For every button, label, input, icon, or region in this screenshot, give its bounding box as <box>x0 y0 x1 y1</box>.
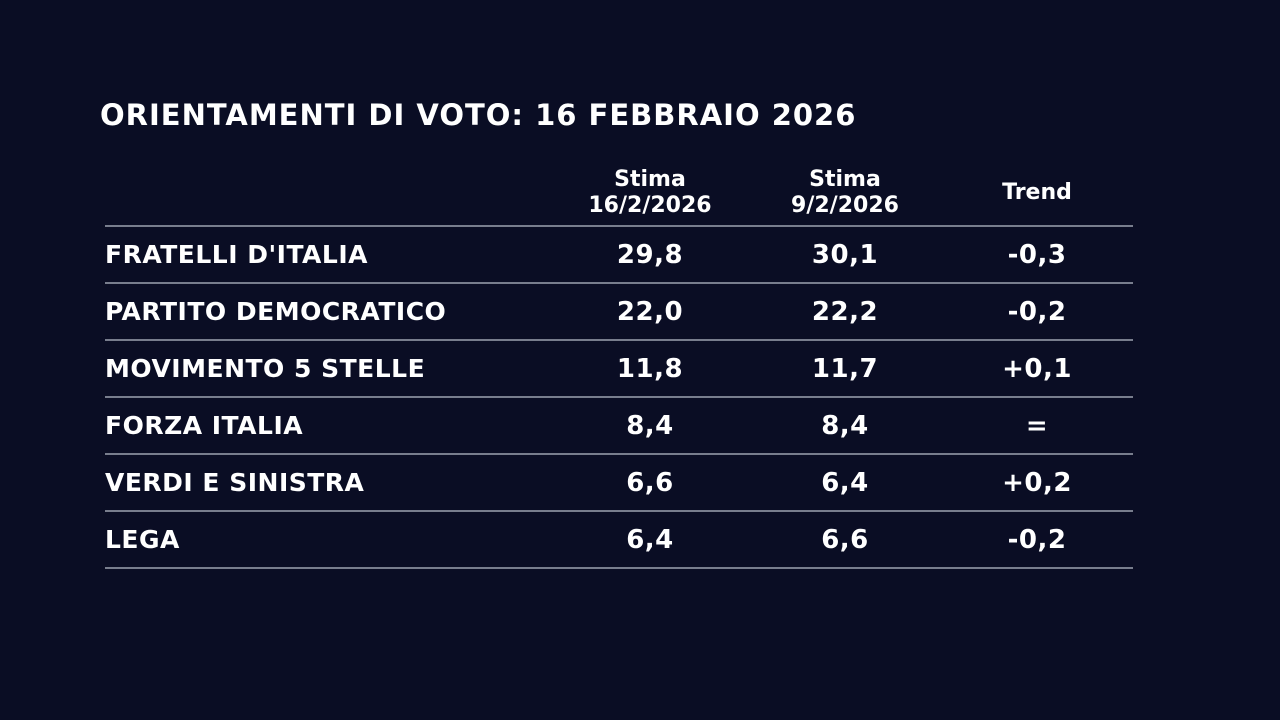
trend-value: -0,2 <box>941 283 1133 341</box>
table-row: MOVIMENTO 5 STELLE 11,8 11,7 +0,1 <box>105 340 1133 398</box>
party-name: LEGA <box>105 511 551 569</box>
stima-old-value: 11,7 <box>749 340 941 398</box>
stima-new-value: 29,8 <box>551 226 749 284</box>
header-trend: Trend <box>941 160 1133 227</box>
stima-old-value: 30,1 <box>749 226 941 284</box>
stima-old-value: 6,6 <box>749 511 941 569</box>
header-stima-old-date: 9/2/2026 <box>791 192 899 218</box>
party-name: MOVIMENTO 5 STELLE <box>105 340 551 398</box>
stima-new-value: 6,6 <box>551 454 749 512</box>
table-row: VERDI E SINISTRA 6,6 6,4 +0,2 <box>105 454 1133 512</box>
stima-old-value: 22,2 <box>749 283 941 341</box>
header-stima-new: Stima 16/2/2026 <box>551 160 749 227</box>
trend-value: +0,1 <box>941 340 1133 398</box>
table-row: FRATELLI D'ITALIA 29,8 30,1 -0,3 <box>105 226 1133 284</box>
party-name: PARTITO DEMOCRATICO <box>105 283 551 341</box>
stima-new-value: 22,0 <box>551 283 749 341</box>
header-stima-new-date: 16/2/2026 <box>588 192 712 218</box>
stima-new-value: 6,4 <box>551 511 749 569</box>
trend-value: -0,3 <box>941 226 1133 284</box>
party-name: FORZA ITALIA <box>105 397 551 455</box>
page-title: ORIENTAMENTI DI VOTO: 16 FEBBRAIO 2026 <box>100 98 857 132</box>
trend-value: = <box>941 397 1133 455</box>
table-header-row: Stima 16/2/2026 Stima 9/2/2026 Trend <box>105 160 1133 227</box>
stima-old-value: 8,4 <box>749 397 941 455</box>
footer: SWG Valori %. Sondaggio realizzato da SW… <box>0 596 1280 720</box>
table-row: LEGA 6,4 6,6 -0,2 <box>105 511 1133 569</box>
party-name: VERDI E SINISTRA <box>105 454 551 512</box>
header-stima-old-label: Stima <box>809 166 881 192</box>
trend-value: -0,2 <box>941 511 1133 569</box>
table-row: PARTITO DEMOCRATICO 22,0 22,2 -0,2 <box>105 283 1133 341</box>
trend-value: +0,2 <box>941 454 1133 512</box>
table-row: FORZA ITALIA 8,4 8,4 = <box>105 397 1133 455</box>
header-stima-old: Stima 9/2/2026 <box>749 160 941 227</box>
header-party-spacer <box>105 160 551 227</box>
header-stima-new-label: Stima <box>614 166 686 192</box>
stima-new-value: 8,4 <box>551 397 749 455</box>
party-name: FRATELLI D'ITALIA <box>105 226 551 284</box>
stima-old-value: 6,4 <box>749 454 941 512</box>
poll-table: Stima 16/2/2026 Stima 9/2/2026 Trend FRA… <box>105 160 1133 569</box>
stima-new-value: 11,8 <box>551 340 749 398</box>
